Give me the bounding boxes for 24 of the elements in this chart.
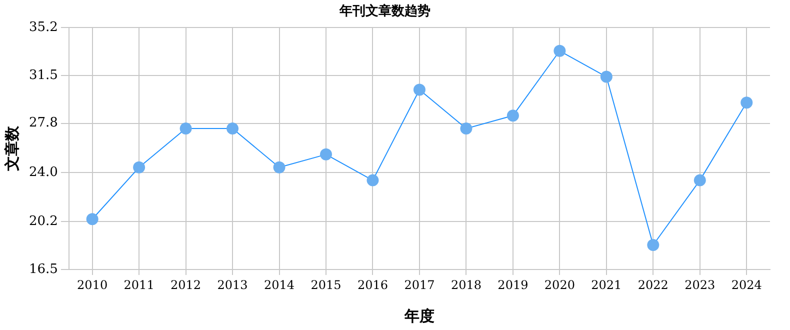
y-tick-label: 31.5 [28, 68, 58, 83]
y-tick-label: 20.2 [28, 214, 58, 230]
y-axis-title: 文章数 [2, 125, 21, 172]
x-tick-label: 2024 [731, 278, 762, 292]
x-tick-label: 2023 [684, 278, 716, 292]
x-tick-label: 2021 [591, 278, 622, 292]
y-tick-label: 27.8 [28, 116, 58, 131]
x-tick-label: 2013 [217, 278, 248, 292]
x-tick-label: 2011 [124, 278, 154, 292]
chart-title: 年刊文章数趋势 [338, 3, 430, 20]
text: 16.5 [28, 262, 58, 277]
x-tick-label: 2020 [544, 278, 575, 292]
x-tick-label: 2010 [77, 278, 108, 292]
x-tick-label: 2017 [404, 278, 435, 292]
x-axis-title: 年度 [403, 306, 434, 325]
x-tick-label: 2012 [170, 278, 202, 292]
x-tick-label: 2019 [498, 278, 528, 292]
x-tick-label: 2022 [638, 278, 668, 292]
text: 24.0 [28, 164, 58, 180]
x-tick-label: 2016 [357, 278, 388, 292]
y-tick-label: 35.2 [28, 20, 58, 35]
x-tick-label: 2015 [310, 278, 342, 292]
x-tick-label: 2014 [264, 278, 295, 292]
x-tick-label: 2018 [450, 278, 482, 292]
